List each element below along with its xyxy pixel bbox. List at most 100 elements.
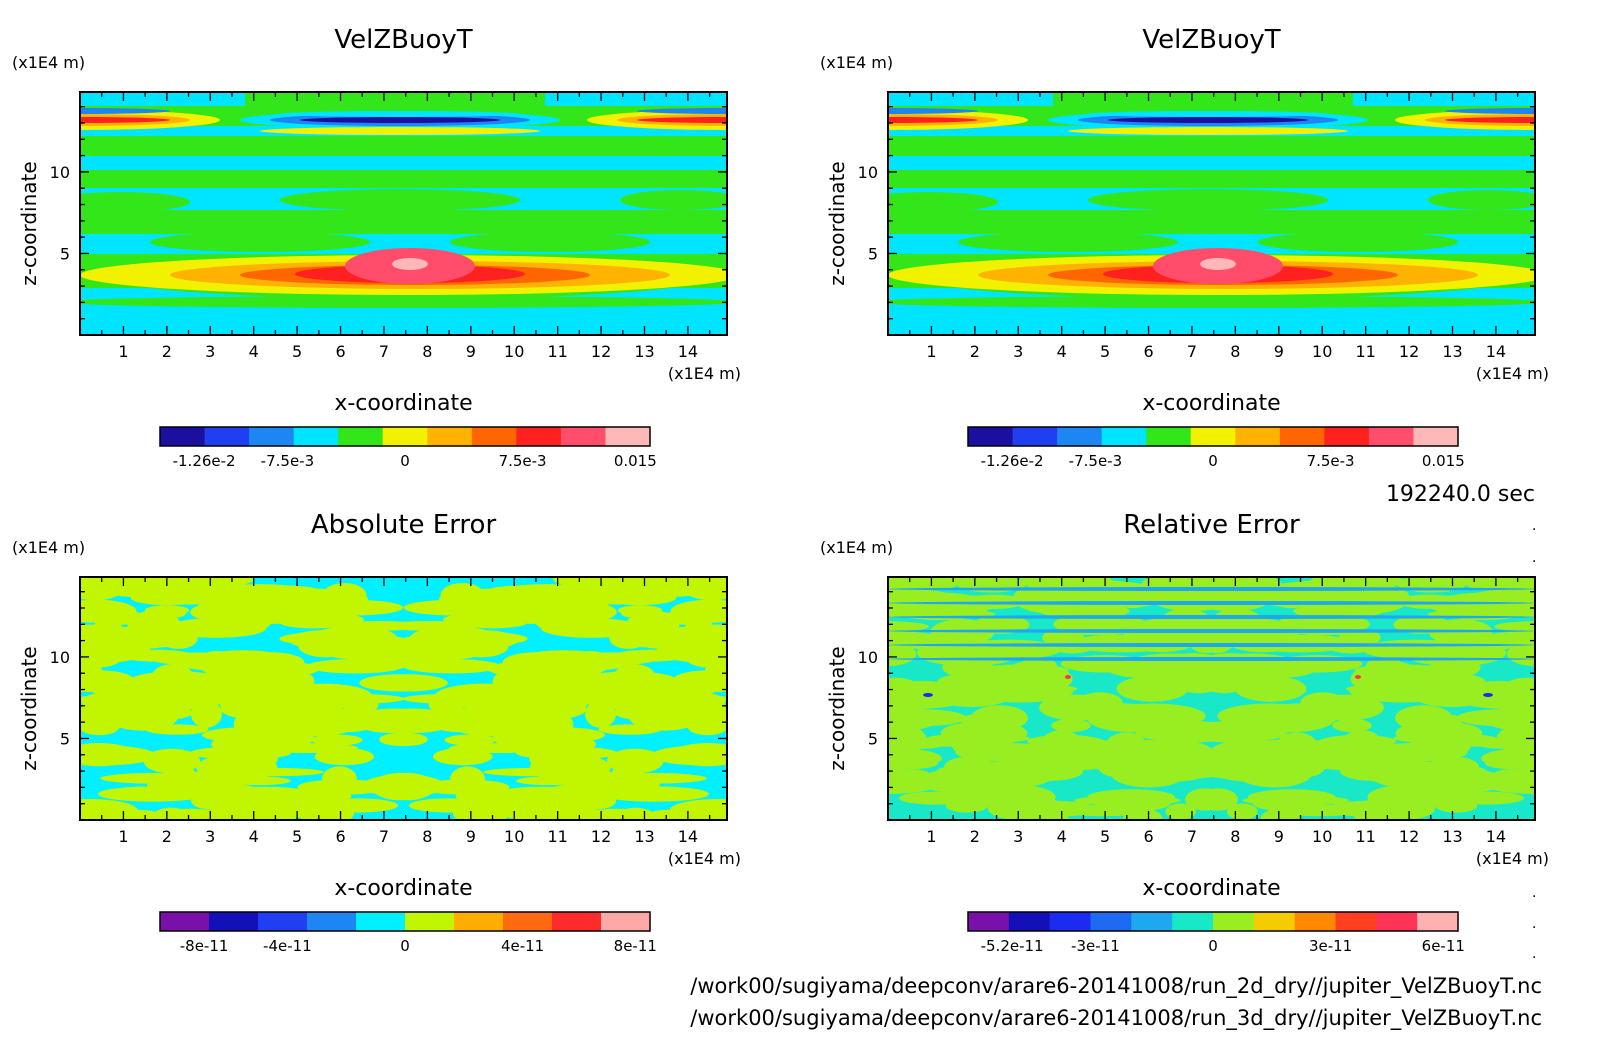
colorbar-swatch — [1090, 912, 1132, 931]
colorbar-label: -4e-11 — [263, 937, 312, 955]
x-tick-label: 7 — [379, 342, 389, 361]
x-axis-label: x-coordinate — [334, 391, 472, 416]
colorbar-swatch — [1008, 912, 1051, 931]
colorbar-swatch — [1368, 427, 1414, 446]
colorbar-label: -7.5e-3 — [1069, 452, 1122, 470]
contour-field — [888, 92, 1535, 335]
colorbar-swatch — [601, 912, 651, 931]
x-tick-label: 3 — [205, 342, 215, 361]
x-unit-label: (x1E4 m) — [668, 849, 741, 868]
x-tick-label: 9 — [466, 827, 476, 846]
colorbar-swatch — [307, 912, 357, 931]
x-tick-label: 8 — [1230, 827, 1240, 846]
x-tick-label: 6 — [335, 827, 345, 846]
x-tick-label: 11 — [547, 342, 567, 361]
x-tick-label: 6 — [335, 342, 345, 361]
colorbar-swatch — [160, 912, 210, 931]
y-tick-label: 10 — [50, 163, 70, 182]
dot-marker: . — [1532, 916, 1536, 932]
x-tick-label: 6 — [1143, 342, 1153, 361]
x-tick-label: 14 — [678, 827, 698, 846]
y-tick-label: 5 — [60, 729, 70, 748]
x-tick-label: 5 — [292, 827, 302, 846]
colorbar-swatch — [1253, 912, 1296, 931]
y-tick-label: 5 — [868, 244, 878, 263]
colorbar-swatch — [1335, 912, 1377, 931]
colorbar-swatch — [1190, 427, 1236, 446]
colorbar-swatch — [1101, 427, 1147, 446]
colorbar-label: -8e-11 — [180, 937, 229, 955]
x-tick-label: 13 — [1442, 827, 1462, 846]
colorbar-label: -7.5e-3 — [261, 452, 314, 470]
colorbar-label: 0 — [400, 937, 410, 955]
y-unit-label: (x1E4 m) — [820, 538, 893, 557]
contour-field — [80, 577, 727, 820]
x-tick-label: 3 — [205, 827, 215, 846]
file-path-2d: /work00/sugiyama/deepconv/arare6-2014100… — [690, 974, 1542, 998]
file-path-3d: /work00/sugiyama/deepconv/arare6-2014100… — [690, 1006, 1542, 1030]
y-tick-label: 5 — [868, 729, 878, 748]
y-unit-label: (x1E4 m) — [820, 53, 893, 72]
x-tick-label: 6 — [1143, 827, 1153, 846]
colorbar-swatch — [1294, 912, 1336, 931]
colorbar-frame — [159, 911, 651, 932]
chart-title: VelZBuoyT — [1142, 25, 1280, 55]
x-tick-label: 12 — [1399, 827, 1419, 846]
colorbar-swatch — [258, 912, 308, 931]
x-tick-label: 4 — [1057, 342, 1067, 361]
y-tick-label: 10 — [858, 163, 878, 182]
dot-marker: . — [1532, 518, 1536, 534]
colorbar-label: 7.5e-3 — [1307, 452, 1355, 470]
x-tick-label: 13 — [1442, 342, 1462, 361]
x-tick-label: 13 — [634, 342, 654, 361]
x-tick-label: 5 — [292, 342, 302, 361]
x-tick-label: 2 — [970, 827, 980, 846]
x-tick-label: 1 — [118, 827, 128, 846]
y-unit-label: (x1E4 m) — [12, 53, 85, 72]
x-tick-label: 11 — [1355, 342, 1375, 361]
colorbar-swatch — [552, 912, 602, 931]
x-tick-label: 2 — [162, 827, 172, 846]
colorbar-swatch — [1146, 427, 1192, 446]
colorbar-swatch — [249, 427, 295, 446]
colorbar-swatch — [968, 912, 1010, 931]
x-unit-label: (x1E4 m) — [668, 364, 741, 383]
absolute-error-panel: Absolute Error(x1E4 m)1 2 3 4 5 6 7 8 9 10 11 12 13 1… — [12, 510, 741, 955]
chart-title: Absolute Error — [311, 510, 497, 540]
y-axis-label: z-coordinate — [17, 161, 41, 285]
colorbar-swatch — [1235, 427, 1281, 446]
colorbar-swatch — [1131, 912, 1173, 931]
x-tick-label: 14 — [678, 342, 698, 361]
dot-marker: . — [1532, 550, 1536, 566]
plot-frame — [79, 91, 728, 336]
velz-3d-panel: VelZBuoyT(x1E4 m)1 2 3 4 5 6 7 8 9 10 11 12 13 14510(… — [820, 25, 1549, 470]
colorbar-frame — [967, 426, 1459, 447]
x-tick-label: 14 — [1486, 827, 1506, 846]
relative-error-panel: Relative Error(x1E4 m)1 2 3 4 5 6 7 8 9 10 11 12 13 1… — [820, 510, 1549, 955]
x-tick-label: 10 — [1312, 342, 1332, 361]
y-tick-label: 5 — [60, 244, 70, 263]
colorbar-label: 0 — [1208, 452, 1218, 470]
x-tick-label: 7 — [1187, 342, 1197, 361]
colorbar-swatch — [1057, 427, 1103, 446]
x-tick-label: 5 — [1100, 342, 1110, 361]
x-tick-label: 12 — [591, 342, 611, 361]
x-tick-label: 8 — [1230, 342, 1240, 361]
x-tick-label: 3 — [1013, 342, 1023, 361]
colorbar-swatch — [1012, 427, 1058, 446]
colorbar-swatch — [516, 427, 562, 446]
x-tick-label: 14 — [1486, 342, 1506, 361]
chart-title: Relative Error — [1123, 510, 1300, 540]
x-tick-label: 9 — [1274, 827, 1284, 846]
x-unit-label: (x1E4 m) — [1476, 849, 1549, 868]
colorbar-label: 8e-11 — [614, 937, 657, 955]
dot-marker: . — [1532, 885, 1536, 901]
colorbar-label: 0 — [1208, 937, 1218, 955]
colorbar-swatch — [1213, 912, 1255, 931]
x-tick-label: 7 — [1187, 827, 1197, 846]
x-tick-label: 1 — [926, 342, 936, 361]
colorbar-swatch — [1049, 912, 1091, 931]
colorbar-swatch — [454, 912, 504, 931]
colorbar-swatch — [204, 427, 250, 446]
